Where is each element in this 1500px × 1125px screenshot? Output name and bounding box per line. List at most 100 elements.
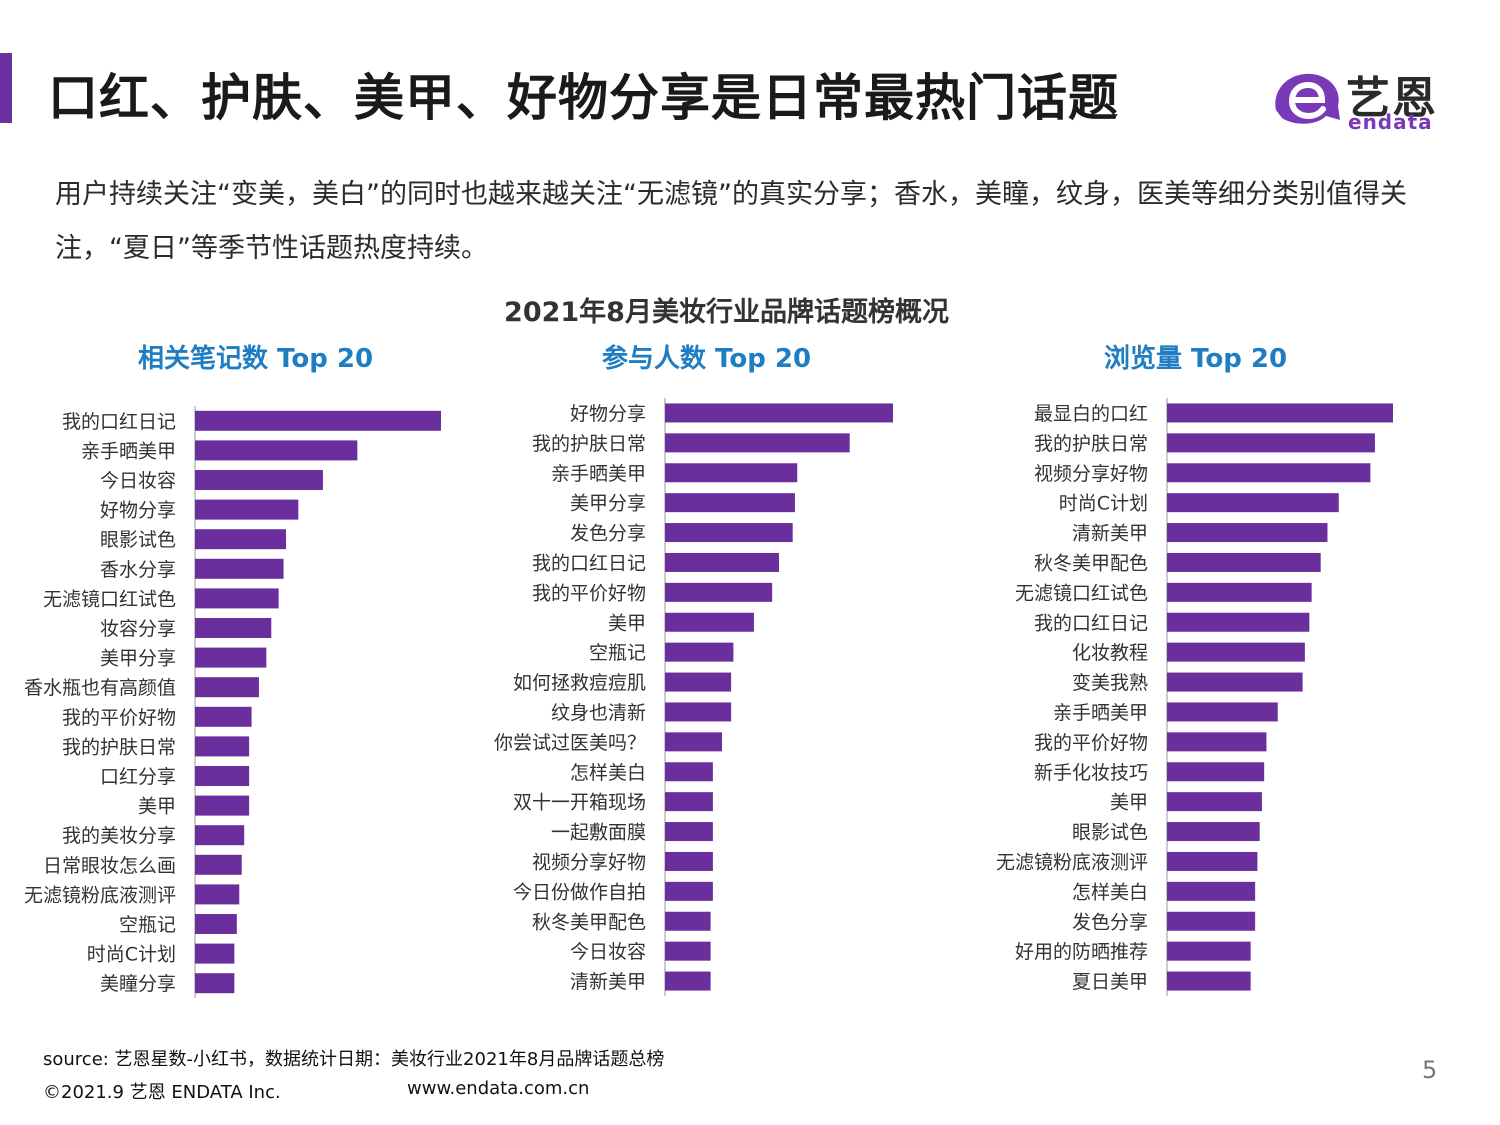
chart-2-bar-9 [1167,672,1303,692]
chart-1-category-label-17: 秋冬美甲配色 [532,911,646,933]
chart-0-category-label-14: 我的美妆分享 [62,825,176,847]
chart-1-bar-11 [665,732,722,752]
chart-2-category-label-14: 眼影试色 [1072,822,1148,844]
chart-1-bar-19 [665,971,711,991]
chart-1-category-label-2: 亲手晒美甲 [551,463,646,485]
chart-1-category-label-6: 我的平价好物 [532,582,646,604]
chart-0-bar-10 [195,706,252,727]
page-title: 口红、护肤、美甲、好物分享是日常最热门话题 [48,69,1119,127]
chart-0-bar-18 [195,943,235,964]
copyright: ©2021.9 艺恩 ENDATA Inc. [43,1082,281,1103]
chart-2-category-label-3: 时尚C计划 [1059,493,1148,515]
chart-1-bar-1 [665,433,850,453]
chart-0-category-label-1: 亲手晒美甲 [81,440,176,462]
chart-2-category-label-19: 夏日美甲 [1072,971,1148,993]
chart-1-category-label-18: 今日妆容 [570,941,646,963]
chart-2-category-label-15: 无滤镜粉底液测评 [996,851,1148,873]
chart-0-category-label-3: 好物分享 [100,500,176,522]
title-accent-bar [0,53,12,123]
chart-0-category-label-17: 空瓶记 [119,914,176,936]
chart-0-category-label-4: 眼影试色 [100,529,176,551]
chart-2-category-label-6: 无滤镜口红试色 [1015,582,1148,604]
chart-2-bar-1 [1167,433,1375,453]
chart-1-bar-0 [665,403,893,423]
chart-0-category-label-16: 无滤镜粉底液测评 [24,884,176,906]
chart-0-bar-17 [195,914,237,934]
chart-2-bar-14 [1167,822,1260,842]
chart-1-category-label-8: 空瓶记 [589,642,646,664]
chart-2-bar-13 [1167,792,1262,812]
chart-0-bar-9 [195,677,259,698]
chart-2-bar-16 [1167,881,1256,901]
chart-1-bar-18 [665,941,711,961]
chart-0-bar-8 [195,647,267,668]
chart-0-category-label-10: 我的平价好物 [62,707,176,729]
chart-1-category-label-14: 一起敷面膜 [551,822,646,844]
page-number: 5 [1422,1056,1438,1084]
chart-0-category-label-8: 美甲分享 [100,648,176,670]
chart-0-bar-6 [195,588,279,609]
chart-2-category-label-11: 我的平价好物 [1034,732,1148,754]
chart-2-category-label-1: 我的护肤日常 [1034,433,1148,455]
logo-name-en: endata [1348,110,1433,134]
chart-1-bar-9 [665,672,732,692]
chart-0-category-label-15: 日常眼妆怎么画 [43,855,176,877]
chart-1-bar-6 [665,582,773,602]
chart-0-bar-16 [195,884,240,905]
chart-2-category-label-9: 变美我熟 [1072,672,1148,694]
chart-2-bar-19 [1167,971,1251,991]
chart-1-bar-10 [665,702,732,722]
chart-1-category-label-19: 清新美甲 [570,971,646,993]
chart-0-category-label-12: 口红分享 [100,766,176,788]
chart-0-bar-12 [195,766,250,786]
chart-2-category-label-10: 亲手晒美甲 [1053,702,1148,724]
chart-2-category-label-0: 最显白的口红 [1034,403,1148,425]
chart-2-category-label-8: 化妆教程 [1072,642,1148,664]
chart-1-bar-5 [665,552,779,572]
chart-1-bar-15 [665,851,713,871]
chart-1-bar-3 [665,493,795,513]
panel-title-participants: 参与人数 Top 20 [602,344,812,374]
endata-e-logo-icon [1275,73,1340,124]
chart-1-category-label-7: 美甲 [608,612,646,634]
chart-2-category-label-7: 我的口红日记 [1034,612,1148,634]
chart-2-category-label-13: 美甲 [1110,792,1148,814]
chart-heading: 2021年8月美妆行业品牌话题榜概况 [504,297,949,328]
chart-0-bar-3 [195,499,299,520]
chart-2-bar-7 [1167,612,1310,632]
chart-2-bar-18 [1167,941,1251,961]
chart-1-category-label-4: 发色分享 [570,523,646,545]
chart-0-bar-11 [195,736,250,757]
chart-1-bar-7 [665,612,754,632]
chart-0-bar-13 [195,795,250,816]
chart-1-bar-8 [665,642,734,662]
panel-title-views: 浏览量 Top 20 [1104,344,1288,374]
chart-1-category-label-1: 我的护肤日常 [532,433,646,455]
chart-1-category-label-15: 视频分享好物 [532,851,646,873]
chart-0-category-label-11: 我的护肤日常 [62,736,176,758]
chart-2-bar-6 [1167,582,1312,602]
chart-2-bar-12 [1167,762,1265,782]
panel-title-notes: 相关笔记数 Top 20 [138,344,374,374]
chart-2-bar-3 [1167,493,1339,513]
chart-0-category-label-0: 我的口红日记 [62,411,176,433]
chart-2-bar-17 [1167,911,1256,931]
endata-logo: 艺恩 endata [1268,62,1448,134]
chart-0-category-label-2: 今日妆容 [100,470,176,492]
chart-1-category-label-13: 双十一开箱现场 [513,792,646,814]
chart-0-bar-14 [195,825,245,846]
chart-2-category-label-16: 怎样美白 [1072,881,1148,903]
website-link[interactable]: www.endata.com.cn [407,1078,590,1099]
chart-2-bar-5 [1167,552,1321,572]
page-subtitle: 用户持续关注“变美，美白”的同时也越来越关注“无滤镜”的真实分享；香水，美瞳，纹… [55,179,1407,264]
chart-0-bar-2 [195,470,323,490]
chart-2-bar-15 [1167,851,1258,871]
chart-0-category-label-7: 妆容分享 [100,618,176,640]
chart-1-bar-4 [665,523,793,543]
chart-0-bar-0 [195,410,441,431]
chart-1-bar-17 [665,911,711,931]
chart-1-bar-14 [665,822,713,842]
chart-2-category-label-12: 新手化妆技巧 [1034,762,1148,784]
chart-2-bar-0 [1167,403,1393,423]
chart-2-category-label-2: 视频分享好物 [1034,463,1148,485]
